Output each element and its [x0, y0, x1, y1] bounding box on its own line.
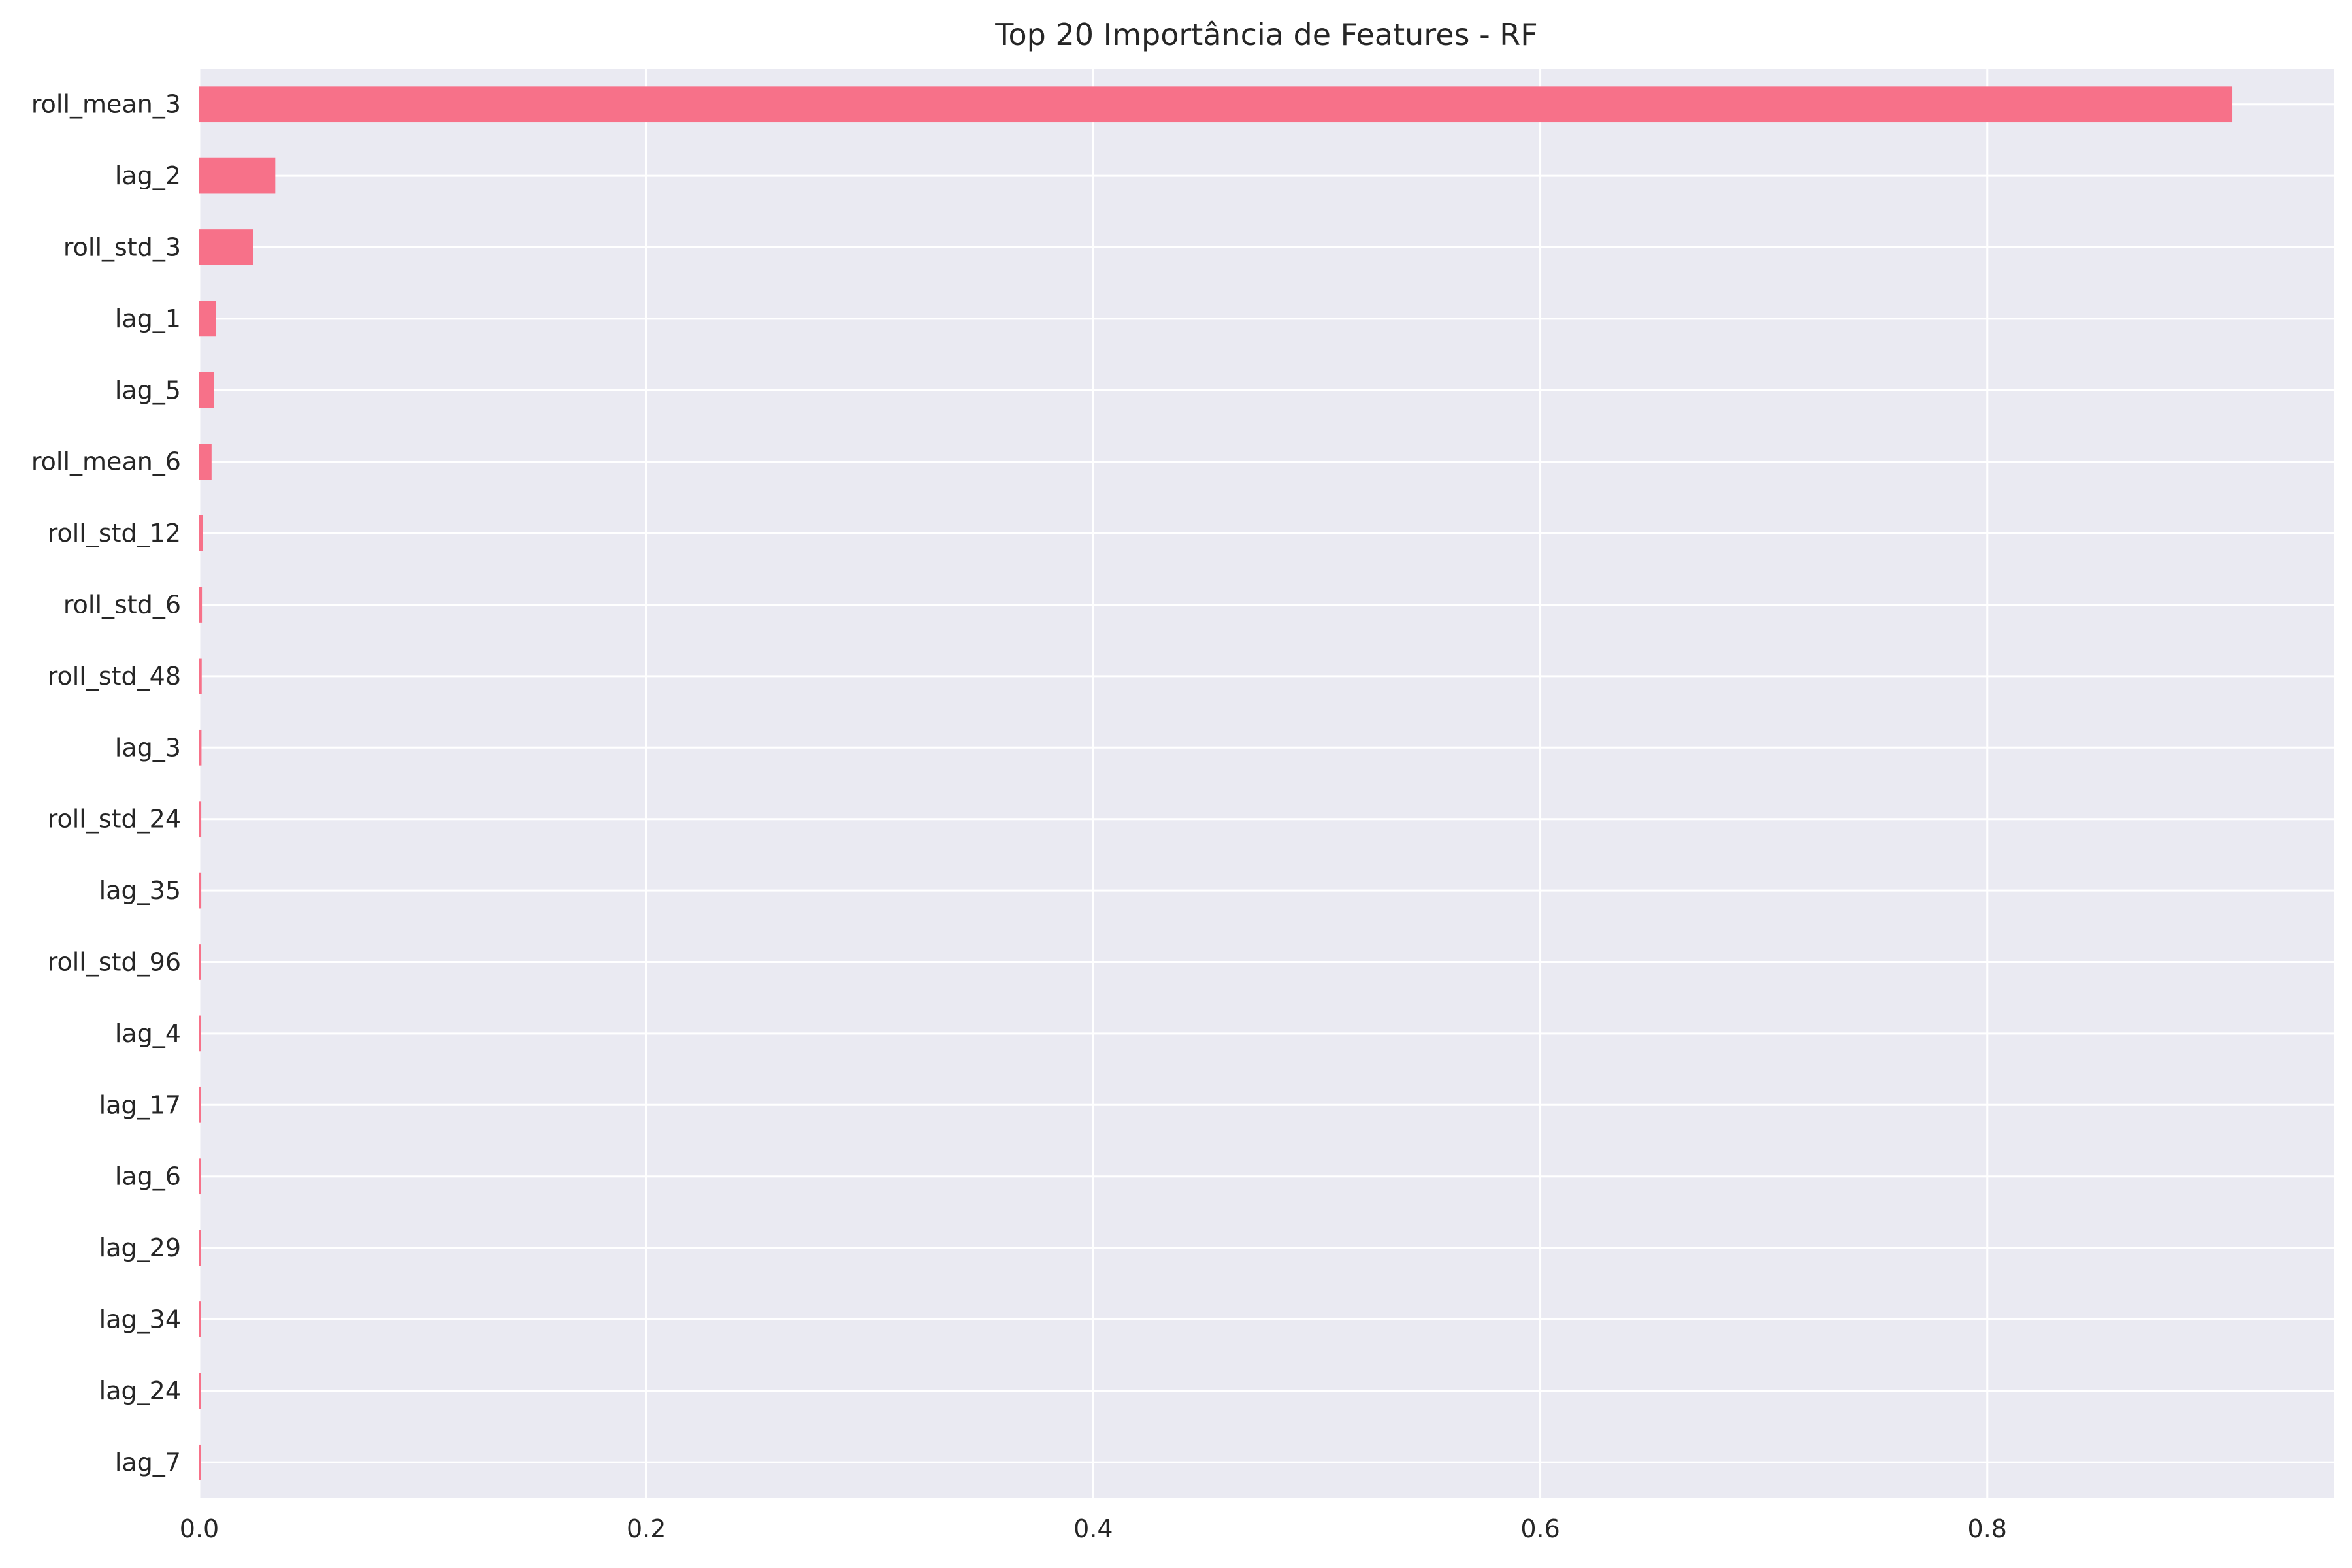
y-tick-label: lag_17: [99, 1090, 181, 1119]
y-tick-label: lag_5: [115, 376, 181, 404]
bar: [199, 1158, 201, 1195]
y-tick-label: lag_34: [99, 1305, 181, 1334]
y-tick-label: lag_29: [99, 1233, 181, 1262]
bar: [199, 86, 2233, 123]
y-tick-label: roll_std_48: [48, 662, 181, 691]
y-tick-label: roll_mean_3: [31, 90, 181, 119]
y-tick-label: roll_std_24: [48, 805, 181, 834]
bar: [199, 801, 202, 838]
x-tick-label: 0.8: [1968, 1514, 2007, 1543]
bar: [199, 444, 212, 480]
bar: [199, 729, 202, 766]
bar: [199, 229, 253, 265]
y-tick-label: lag_2: [115, 161, 181, 190]
bar: [199, 872, 202, 909]
bars: [199, 86, 2233, 1480]
plot-background: [199, 69, 2334, 1498]
y-tick-label: lag_6: [115, 1162, 181, 1191]
bar: [199, 1086, 201, 1123]
bar: [199, 1230, 201, 1266]
y-tick-label: lag_7: [115, 1448, 181, 1477]
bar: [199, 1444, 201, 1480]
x-tick-label: 0.4: [1073, 1514, 1113, 1543]
chart-title: Top 20 Importância de Features - RF: [994, 17, 1537, 52]
bar: [199, 1301, 201, 1337]
y-tick-label: roll_std_6: [63, 591, 181, 619]
y-tick-label: roll_std_96: [48, 948, 181, 977]
y-tick-label: lag_1: [115, 304, 181, 333]
bar: [199, 658, 202, 694]
bar: [199, 587, 203, 623]
x-tick-label: 0.2: [627, 1514, 666, 1543]
y-tick-label: roll_mean_6: [31, 448, 181, 476]
y-tick-label: lag_3: [115, 733, 181, 762]
y-tick-labels: roll_mean_3 lag_2 roll_std_3 lag_1 lag_5roll…: [31, 90, 181, 1477]
bar: [199, 1015, 201, 1052]
bar: [199, 515, 203, 551]
bar: [199, 944, 201, 980]
bar: [199, 1373, 201, 1409]
y-tick-label: roll_std_3: [63, 233, 181, 262]
y-tick-label: lag_35: [99, 876, 181, 905]
bar: [199, 157, 276, 194]
y-tick-label: lag_24: [99, 1377, 181, 1405]
bar: [199, 301, 216, 337]
y-tick-label: roll_std_12: [48, 519, 181, 547]
x-tick-labels: 0.0 0.2 0.4 0.6 0.8: [180, 1514, 2007, 1543]
x-tick-label: 0.6: [1520, 1514, 1560, 1543]
bar: [199, 372, 214, 408]
y-tick-label: lag_4: [115, 1019, 181, 1048]
x-tick-label: 0.0: [180, 1514, 219, 1543]
